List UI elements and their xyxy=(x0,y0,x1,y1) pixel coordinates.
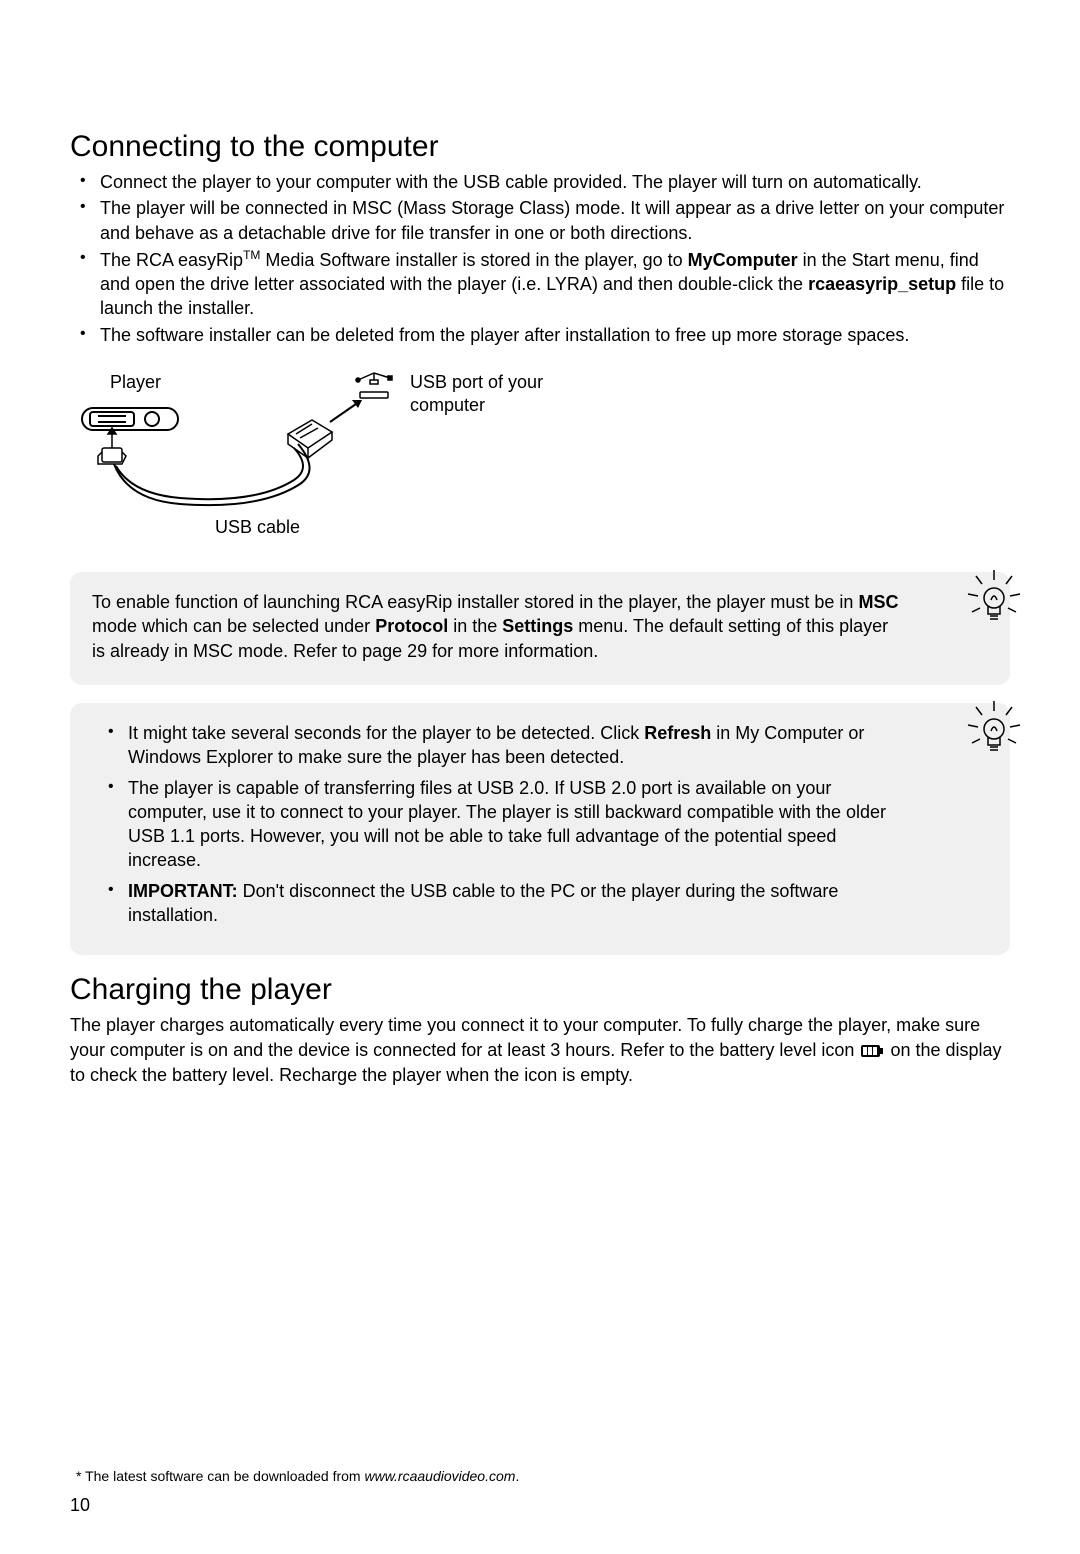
c1-c: in the xyxy=(448,616,502,636)
bullet-2: The player will be connected in MSC (Mas… xyxy=(100,196,1010,245)
trademark: TM xyxy=(243,248,260,262)
diagram-svg xyxy=(80,372,420,522)
c2b3-bold: IMPORTANT: xyxy=(128,881,238,901)
bullet-4: The software installer can be deleted fr… xyxy=(100,323,1010,347)
c1-bold2: Protocol xyxy=(375,616,448,636)
c2b1-bold: Refresh xyxy=(644,723,711,743)
heading-charging: Charging the player xyxy=(70,973,1010,1007)
connecting-bullets: Connect the player to your computer with… xyxy=(70,170,1010,347)
c2-b1: It might take several seconds for the pl… xyxy=(128,721,900,770)
charge-a: The player charges automatically every t… xyxy=(70,1015,980,1059)
page-number: 10 xyxy=(70,1495,90,1516)
lightbulb-icon xyxy=(958,693,1030,765)
section-charging: Charging the player The player charges a… xyxy=(70,973,1010,1087)
c1-bold3: Settings xyxy=(502,616,573,636)
c1-bold1: MSC xyxy=(858,592,898,612)
callout-msc-mode: To enable function of launching RCA easy… xyxy=(70,572,1010,685)
lightbulb-icon xyxy=(958,562,1030,634)
c1-b: mode which can be selected under xyxy=(92,616,375,636)
heading-connecting: Connecting to the computer xyxy=(70,130,1010,164)
c2-b2: The player is capable of transferring fi… xyxy=(128,776,900,873)
c2b1-a: It might take several seconds for the pl… xyxy=(128,723,644,743)
usb-port-label-2: computer xyxy=(410,395,485,416)
fn-url: www.rcaaudiovideo.com xyxy=(364,1468,515,1484)
b3-part-a: The RCA easyRip xyxy=(100,250,243,270)
bullet-3: The RCA easyRipTM Media Software install… xyxy=(100,247,1010,321)
bullet-1: Connect the player to your computer with… xyxy=(100,170,1010,194)
footnote: * The latest software can be downloaded … xyxy=(76,1468,519,1484)
fn-a: * The latest software can be downloaded … xyxy=(76,1468,364,1484)
charging-paragraph: The player charges automatically every t… xyxy=(70,1013,1010,1087)
c2-b3: IMPORTANT: Don't disconnect the USB cabl… xyxy=(128,879,900,928)
fn-b: . xyxy=(515,1468,519,1484)
battery-icon xyxy=(861,1039,883,1063)
usb-port-label-1: USB port of your xyxy=(410,372,543,393)
b3-bold2: rcaeasyrip_setup xyxy=(808,274,956,294)
callout2-list: It might take several seconds for the pl… xyxy=(92,721,900,927)
callout-tips: It might take several seconds for the pl… xyxy=(70,703,1010,955)
c1-a: To enable function of launching RCA easy… xyxy=(92,592,858,612)
connection-diagram: Player USB port of your computer USB cab… xyxy=(80,372,1010,542)
section-connecting: Connecting to the computer Connect the p… xyxy=(70,130,1010,347)
b3-part-b: Media Software installer is stored in th… xyxy=(260,250,687,270)
b3-bold1: MyComputer xyxy=(688,250,798,270)
